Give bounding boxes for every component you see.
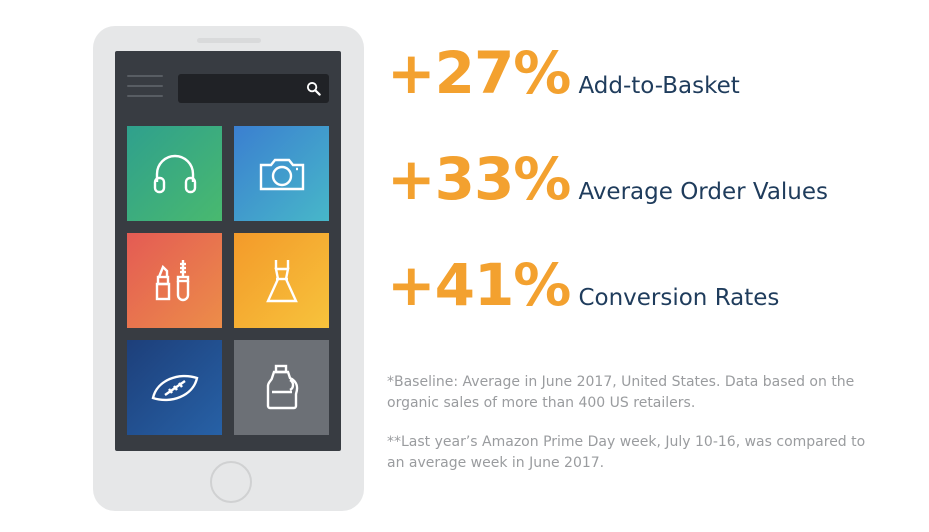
dress-icon bbox=[265, 259, 298, 302]
detergent-bottle-icon bbox=[266, 364, 298, 409]
stat-label: Average Order Values bbox=[578, 179, 829, 205]
category-tile-beauty bbox=[127, 233, 222, 328]
phone-illustration bbox=[93, 26, 364, 511]
headphones-icon bbox=[153, 154, 196, 193]
category-tile-camera bbox=[234, 126, 329, 221]
stat-value: +27% bbox=[387, 39, 571, 107]
stat-average-order-values: +33% Average Order Values bbox=[387, 150, 828, 208]
phone-speaker bbox=[197, 38, 261, 43]
category-tile-fashion bbox=[234, 233, 329, 328]
baseline-footnote: *Baseline: Average in June 2017, United … bbox=[387, 374, 855, 411]
category-tile-sports bbox=[127, 340, 222, 435]
stat-value: +33% bbox=[387, 145, 571, 213]
category-tile-audio bbox=[127, 126, 222, 221]
stat-label: Conversion Rates bbox=[578, 285, 780, 311]
stat-label: Add-to-Basket bbox=[578, 73, 740, 99]
football-icon bbox=[151, 374, 198, 401]
cosmetics-icon bbox=[155, 259, 189, 301]
category-tile-household bbox=[234, 340, 329, 435]
search-bar bbox=[178, 74, 329, 103]
stat-add-to-basket: +27% Add-to-Basket bbox=[387, 44, 740, 102]
stat-conversion-rates: +41% Conversion Rates bbox=[387, 256, 779, 314]
comparison-footnote: **Last year’s Amazon Prime Day week, Jul… bbox=[387, 434, 866, 471]
stat-value: +41% bbox=[387, 251, 571, 319]
search-icon bbox=[306, 81, 321, 96]
camera-icon bbox=[259, 158, 304, 190]
hamburger-menu-icon bbox=[127, 75, 163, 99]
phone-screen bbox=[115, 51, 341, 451]
home-button bbox=[210, 461, 252, 503]
